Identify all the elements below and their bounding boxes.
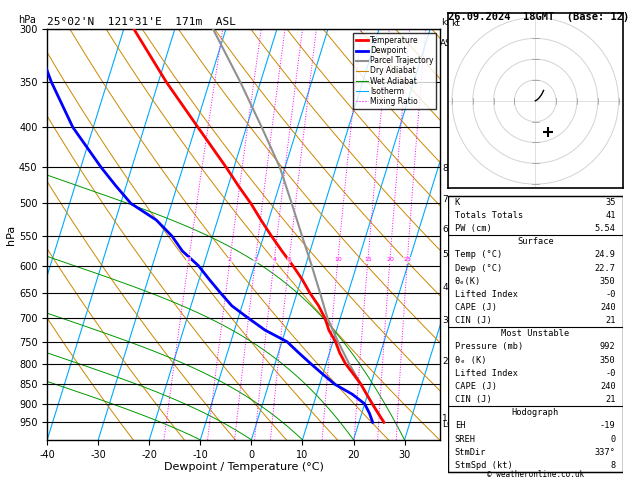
- Text: 350: 350: [600, 277, 616, 286]
- Text: 240: 240: [600, 303, 616, 312]
- Text: -0: -0: [605, 290, 616, 299]
- Text: 21: 21: [605, 316, 616, 325]
- Text: EH: EH: [455, 421, 465, 431]
- Text: Pressure (mb): Pressure (mb): [455, 343, 523, 351]
- Text: 3: 3: [253, 258, 257, 262]
- Text: CIN (J): CIN (J): [455, 395, 492, 404]
- Text: 1: 1: [187, 258, 191, 262]
- Text: 2: 2: [228, 258, 232, 262]
- Text: 8: 8: [611, 461, 616, 470]
- Text: K: K: [455, 198, 460, 207]
- Text: Mixing Ratio (g/kg): Mixing Ratio (g/kg): [465, 195, 474, 274]
- Text: SREH: SREH: [455, 434, 476, 444]
- Text: 21: 21: [605, 395, 616, 404]
- Text: 240: 240: [600, 382, 616, 391]
- Text: 4: 4: [272, 258, 276, 262]
- Text: -0: -0: [605, 369, 616, 378]
- Text: 10: 10: [334, 258, 342, 262]
- Text: 15: 15: [364, 258, 372, 262]
- Text: 0: 0: [611, 434, 616, 444]
- Text: 337°: 337°: [594, 448, 616, 457]
- Y-axis label: hPa: hPa: [6, 225, 16, 244]
- Text: 7: 7: [442, 195, 448, 205]
- Text: 5: 5: [442, 249, 448, 259]
- Text: Lifted Index: Lifted Index: [455, 290, 518, 299]
- Text: Temp (°C): Temp (°C): [455, 250, 502, 260]
- Text: 6: 6: [442, 225, 448, 234]
- Text: StmDir: StmDir: [455, 448, 486, 457]
- Text: Most Unstable: Most Unstable: [501, 330, 569, 338]
- Text: 41: 41: [605, 211, 616, 220]
- Text: 8: 8: [442, 164, 448, 174]
- Text: 25°02'N  121°31'E  171m  ASL: 25°02'N 121°31'E 171m ASL: [47, 17, 236, 27]
- Text: PW (cm): PW (cm): [455, 224, 492, 233]
- Text: km: km: [441, 18, 455, 27]
- Text: 5.54: 5.54: [594, 224, 616, 233]
- Text: 1: 1: [442, 414, 448, 423]
- Text: hPa: hPa: [18, 15, 36, 25]
- Text: Dewp (°C): Dewp (°C): [455, 263, 502, 273]
- Text: Totals Totals: Totals Totals: [455, 211, 523, 220]
- X-axis label: Dewpoint / Temperature (°C): Dewpoint / Temperature (°C): [164, 462, 324, 472]
- Text: Surface: Surface: [517, 237, 554, 246]
- Text: 5: 5: [287, 258, 291, 262]
- Text: kt: kt: [452, 18, 460, 28]
- Text: CAPE (J): CAPE (J): [455, 382, 497, 391]
- Text: CAPE (J): CAPE (J): [455, 303, 497, 312]
- Text: 35: 35: [605, 198, 616, 207]
- Text: 24.9: 24.9: [594, 250, 616, 260]
- Text: 3: 3: [442, 316, 448, 325]
- Text: © weatheronline.co.uk: © weatheronline.co.uk: [487, 470, 584, 479]
- Text: 4: 4: [442, 283, 448, 292]
- Text: ASL: ASL: [440, 39, 457, 49]
- Text: 350: 350: [600, 356, 616, 364]
- Text: θₑ(K): θₑ(K): [455, 277, 481, 286]
- Text: CIN (J): CIN (J): [455, 316, 492, 325]
- Text: 22.7: 22.7: [594, 263, 616, 273]
- Text: StmSpd (kt): StmSpd (kt): [455, 461, 513, 470]
- Text: 25: 25: [403, 258, 411, 262]
- Text: 20: 20: [386, 258, 394, 262]
- Text: LCL: LCL: [442, 420, 459, 429]
- Legend: Temperature, Dewpoint, Parcel Trajectory, Dry Adiabat, Wet Adiabat, Isotherm, Mi: Temperature, Dewpoint, Parcel Trajectory…: [353, 33, 437, 109]
- Text: Hodograph: Hodograph: [511, 408, 559, 417]
- Text: θₑ (K): θₑ (K): [455, 356, 486, 364]
- Text: 2: 2: [442, 357, 448, 366]
- Text: Lifted Index: Lifted Index: [455, 369, 518, 378]
- Text: 992: 992: [600, 343, 616, 351]
- Text: -19: -19: [600, 421, 616, 431]
- Text: 26.09.2024  18GMT  (Base: 12): 26.09.2024 18GMT (Base: 12): [448, 12, 629, 22]
